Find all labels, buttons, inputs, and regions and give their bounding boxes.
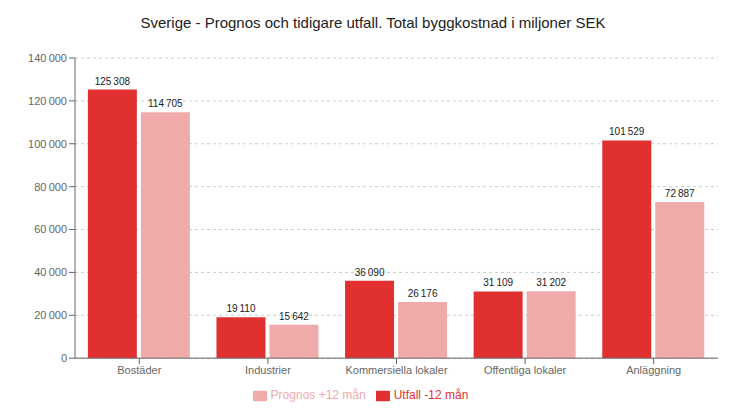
svg-text:19 110: 19 110 xyxy=(226,303,256,314)
svg-text:31 202: 31 202 xyxy=(536,277,566,288)
svg-text:15 642: 15 642 xyxy=(279,311,309,322)
svg-text:20 000: 20 000 xyxy=(34,309,67,321)
html-text:Utfall -12 mån: Utfall -12 mån xyxy=(393,388,469,403)
svg-text:Bostäder: Bostäder xyxy=(117,364,161,376)
svg-text:114 705: 114 705 xyxy=(148,98,183,109)
svg-text:101 529: 101 529 xyxy=(609,126,645,137)
svg-text:125 308: 125 308 xyxy=(95,76,131,87)
svg-text:31 109: 31 109 xyxy=(483,277,513,288)
svg-text:72 887: 72 887 xyxy=(665,188,695,199)
svg-text:100 000: 100 000 xyxy=(28,138,67,150)
svg-text:0: 0 xyxy=(61,352,67,364)
svg-text:60 000: 60 000 xyxy=(34,223,67,235)
svg-text:Offentliga lokaler: Offentliga lokaler xyxy=(484,364,567,376)
svg-text:26 176: 26 176 xyxy=(408,288,438,299)
svg-text:120 000: 120 000 xyxy=(28,95,67,107)
svg-text:Industrier: Industrier xyxy=(245,364,291,376)
html-text:Sverige - Prognos och tidigare: Sverige - Prognos och tidigare utfall. T… xyxy=(140,14,606,31)
svg-text:80 000: 80 000 xyxy=(34,181,67,193)
svg-text:140 000: 140 000 xyxy=(28,52,67,64)
svg-text:Kommersiella lokaler: Kommersiella lokaler xyxy=(345,364,447,376)
svg-text:36 090: 36 090 xyxy=(355,267,385,278)
svg-text:Anläggning: Anläggning xyxy=(626,364,681,376)
svg-text:40 000: 40 000 xyxy=(34,266,67,278)
html-text:Prognos +12 mån: Prognos +12 mån xyxy=(270,388,366,403)
